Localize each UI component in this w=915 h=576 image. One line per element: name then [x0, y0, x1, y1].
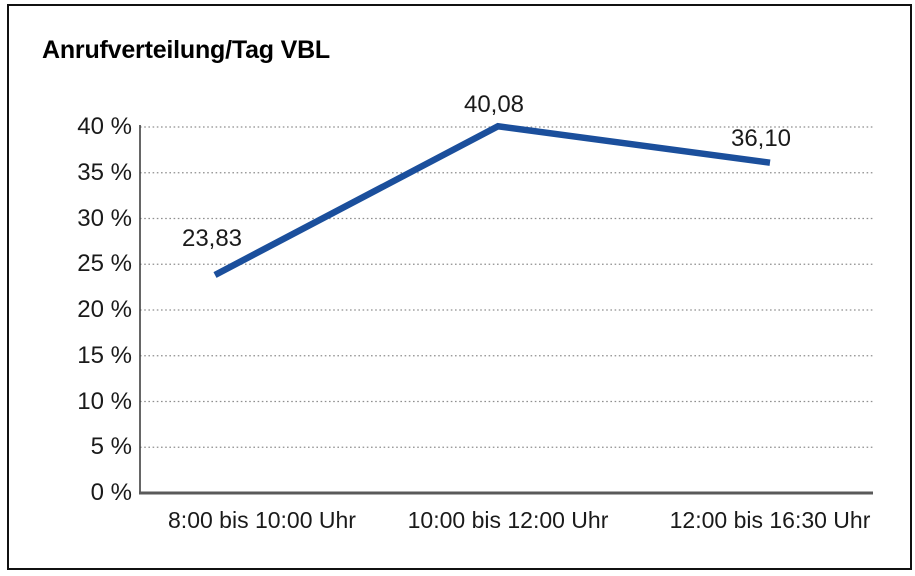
data-point-label: 40,08: [463, 91, 525, 118]
data-point-label: 36,10: [730, 125, 792, 152]
y-axis-tick-label: 20 %: [77, 296, 132, 323]
x-axis-category-label: 8:00 bis 10:00 Uhr: [168, 507, 356, 533]
y-axis-tick-label: 25 %: [77, 250, 132, 278]
data-point-label: 23,83: [181, 225, 243, 252]
data-series-line: [213, 122, 771, 278]
y-axis-tick-label: 0 %: [90, 479, 132, 506]
y-axis-tick-label: 40 %: [77, 113, 132, 140]
y-axis-tick-label: 5 %: [90, 433, 132, 461]
y-axis-tick-label: 35 %: [77, 158, 132, 186]
chart-frame: Anrufverteilung/Tag VBL: [7, 4, 912, 570]
y-axis-tick-label: 10 %: [77, 387, 132, 415]
x-axis-category-label: 12:00 bis 16:30 Uhr: [669, 507, 871, 533]
x-axis-category-label: 10:00 bis 12:00 Uhr: [407, 507, 609, 533]
y-axis-tick-label: 30 %: [77, 204, 132, 232]
y-axis-tick-label: 15 %: [77, 341, 132, 369]
chart-title: Anrufverteilung/Tag VBL: [42, 36, 331, 64]
